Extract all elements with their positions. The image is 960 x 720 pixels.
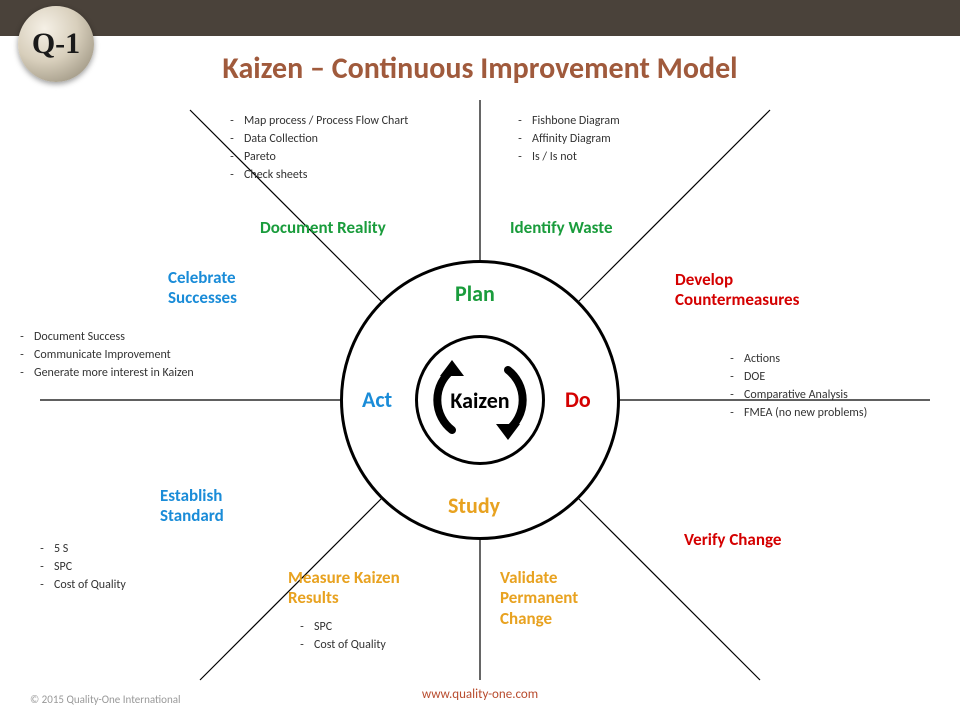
logo-text: Q-1 <box>32 27 80 61</box>
top-bar <box>0 0 960 36</box>
sector-establish-standard: EstablishStandard <box>160 486 224 527</box>
bullets-document-reality: Map process / Process Flow Chart Data Co… <box>220 112 408 184</box>
logo: Q-1 <box>18 6 94 82</box>
sector-document-reality: Document Reality <box>260 218 386 238</box>
inner-circle: Kaizen <box>415 335 545 465</box>
center-label: Kaizen <box>450 387 509 414</box>
sector-measure-results: Measure KaizenResults <box>288 568 400 609</box>
quad-plan: Plan <box>455 280 495 307</box>
copyright: © 2015 Quality-One International <box>30 693 181 706</box>
quad-do: Do <box>565 386 591 413</box>
sector-identify-waste: Identify Waste <box>510 218 613 238</box>
sector-verify-change: Verify Change <box>684 530 781 550</box>
bullets-develop-countermeasures: Actions DOE Comparative Analysis FMEA (n… <box>720 350 867 422</box>
bullets-identify-waste: Fishbone Diagram Affinity Diagram Is / I… <box>508 112 620 166</box>
kaizen-diagram: Kaizen Plan Do Study Act Document Realit… <box>0 100 960 700</box>
sector-develop-countermeasures: DevelopCountermeasures <box>675 270 799 311</box>
quad-study: Study <box>448 492 500 519</box>
sector-celebrate-successes: CelebrateSuccesses <box>168 268 237 309</box>
sector-validate-change: ValidatePermanentChange <box>500 568 578 629</box>
page-title: Kaizen – Continuous Improvement Model <box>0 50 960 87</box>
bullets-measure-results: SPC Cost of Quality <box>290 618 386 654</box>
quad-act: Act <box>362 386 392 413</box>
bullets-establish-standard: 5 S SPC Cost of Quality <box>30 540 126 594</box>
bullets-celebrate-successes: Document Success Communicate Improvement… <box>10 328 194 382</box>
